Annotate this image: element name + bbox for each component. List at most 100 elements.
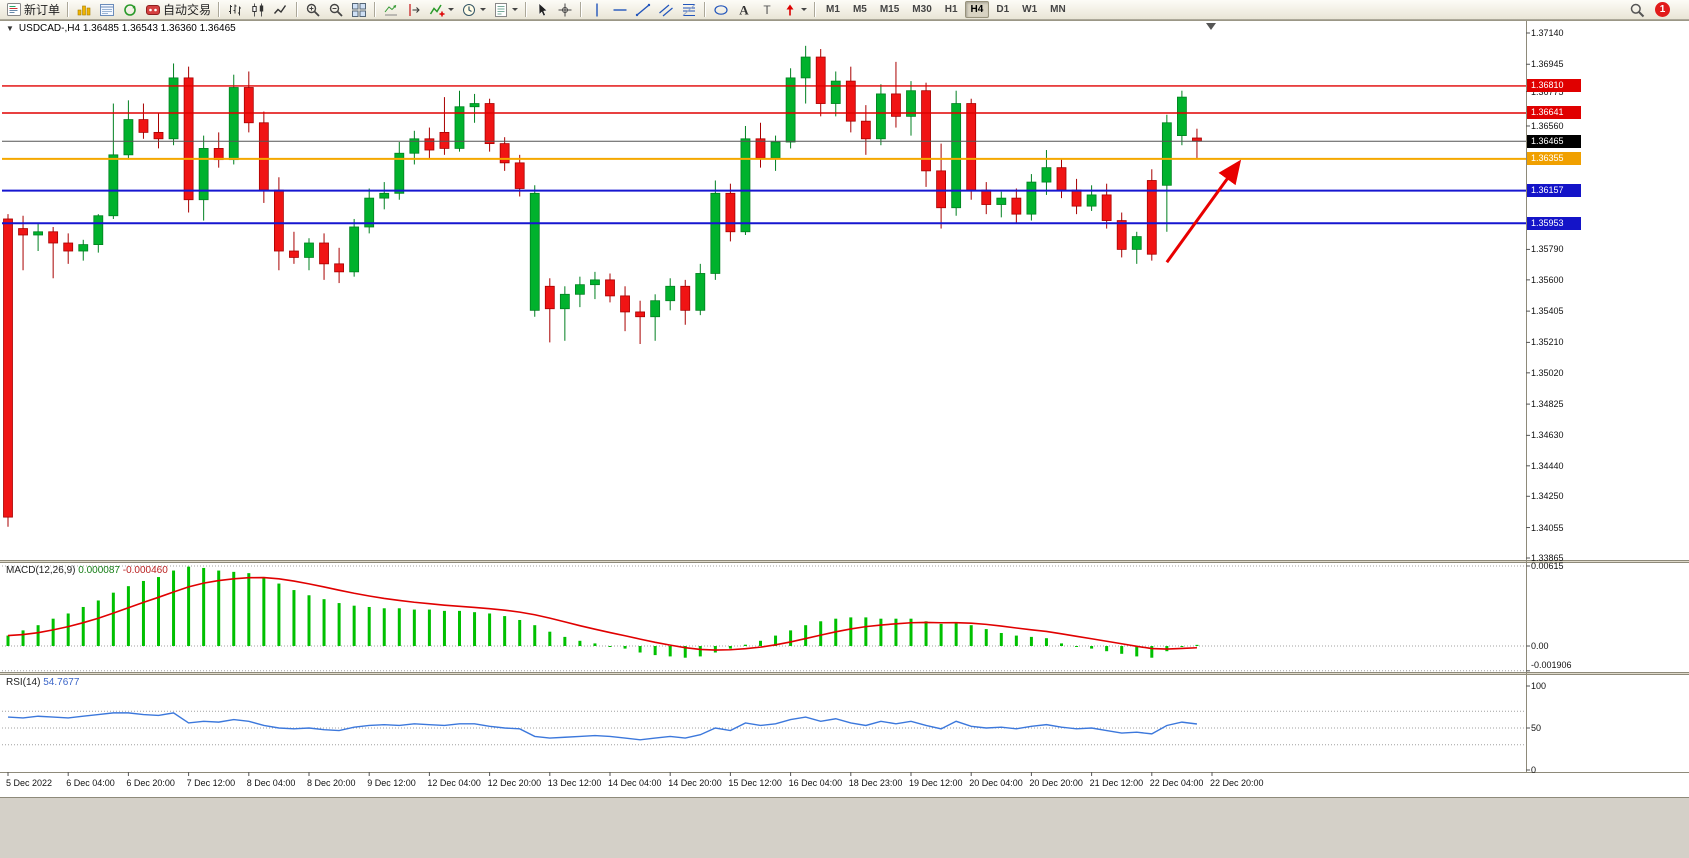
- trendline-tool-button[interactable]: [632, 0, 654, 20]
- auto-scroll-button[interactable]: [380, 0, 402, 20]
- candle: [153, 113, 164, 149]
- toolbar-separator: [704, 2, 707, 17]
- arrow-marker-icon: [782, 2, 798, 18]
- candlestick-mode-button[interactable]: [247, 0, 269, 20]
- refresh-button[interactable]: [119, 0, 141, 20]
- trend-arrow-object[interactable]: [1165, 159, 1242, 264]
- chart-shift-button[interactable]: [403, 0, 425, 20]
- bar-chart-mode-button[interactable]: [224, 0, 246, 20]
- candle: [304, 238, 314, 271]
- candle: [78, 239, 89, 261]
- candle: [1146, 169, 1157, 261]
- one-click-trading-toggle[interactable]: ▼: [6, 24, 14, 33]
- candle: [1026, 174, 1037, 221]
- new-order-icon: [6, 2, 22, 18]
- timeframe-button-m1[interactable]: M1: [826, 4, 840, 15]
- candle: [996, 191, 1007, 218]
- candle: [620, 286, 630, 332]
- cursor-tool-button[interactable]: [531, 0, 553, 20]
- timeframe-button-m30[interactable]: M30: [912, 4, 932, 15]
- zoom-out-button[interactable]: [325, 0, 347, 20]
- candlestick-series: [3, 45, 1202, 527]
- channel-tool-button[interactable]: [655, 0, 677, 20]
- shapes-tool-button[interactable]: [710, 0, 732, 20]
- dropdown-arrow-icon[interactable]: [448, 8, 455, 11]
- toolbar-separator: [296, 2, 299, 17]
- autotrading-button[interactable]: 自动交易: [142, 0, 214, 20]
- candle: [1056, 158, 1067, 199]
- tile-windows-button[interactable]: [348, 0, 370, 20]
- notification-badge[interactable]: 1: [1655, 2, 1670, 17]
- new-order-button[interactable]: 新订单: [3, 0, 63, 20]
- search-button[interactable]: [1626, 0, 1648, 20]
- periods-button[interactable]: [458, 0, 489, 20]
- candle: [1086, 185, 1097, 211]
- fibonacci-tool-button[interactable]: [678, 0, 700, 20]
- indicators-list-button[interactable]: [426, 0, 457, 20]
- timeframe-button-w1[interactable]: W1: [1022, 4, 1038, 15]
- candle: [258, 111, 269, 203]
- charts-window-button[interactable]: [73, 0, 95, 20]
- timeframe-button-mn[interactable]: MN: [1050, 4, 1066, 15]
- zoom-in-button[interactable]: [302, 0, 324, 20]
- chart-columns-icon: [76, 2, 92, 18]
- dropdown-arrow-icon[interactable]: [512, 8, 519, 11]
- horizontal-line-tool-button[interactable]: [609, 0, 631, 20]
- candle: [1071, 178, 1082, 215]
- candle: [108, 103, 119, 219]
- text-a-icon: A: [736, 2, 752, 18]
- timeframe-button-m5[interactable]: M5: [852, 4, 867, 15]
- candle: [364, 188, 375, 234]
- candle: [815, 49, 826, 117]
- price-axis[interactable]: [1526, 20, 1689, 772]
- rsi-line: [7, 712, 1198, 741]
- time-axis[interactable]: [0, 772, 1689, 797]
- dropdown-arrow-icon[interactable]: [801, 8, 808, 11]
- candlesticks-icon: [250, 2, 266, 18]
- candle: [921, 82, 931, 187]
- new-order-label: 新订单: [24, 3, 61, 17]
- chart-shift-marker[interactable]: [1206, 23, 1216, 30]
- candle: [891, 61, 901, 128]
- crosshair-icon: [557, 2, 573, 18]
- channel-icon: [658, 2, 674, 18]
- arrows-tool-button[interactable]: [779, 0, 810, 20]
- dropdown-arrow-icon[interactable]: [480, 8, 487, 11]
- crosshair-tool-button[interactable]: [554, 0, 576, 20]
- candle: [605, 273, 615, 303]
- list-window-icon: [99, 2, 115, 18]
- candle: [785, 68, 796, 149]
- chart-canvas[interactable]: [0, 20, 1689, 797]
- templates-button[interactable]: [490, 0, 521, 20]
- candle: [213, 132, 224, 168]
- timeframe-button-d1[interactable]: D1: [996, 4, 1010, 15]
- candle: [168, 63, 179, 146]
- label-tool-button[interactable]: T: [756, 0, 778, 20]
- candle: [635, 300, 645, 344]
- line-chart-mode-button[interactable]: [270, 0, 292, 20]
- clock-icon: [461, 2, 477, 18]
- candle: [289, 231, 299, 264]
- rsi-value: 54.7677: [43, 677, 80, 688]
- svg-text:T: T: [763, 3, 771, 17]
- timeframe-button-m15[interactable]: M15: [879, 4, 900, 15]
- candle: [650, 294, 661, 341]
- macd-main-value: 0.000087: [78, 565, 120, 576]
- candle: [484, 98, 495, 152]
- tile-windows-icon: [351, 2, 367, 18]
- timeframe-button-h4[interactable]: H4: [964, 1, 990, 18]
- candle: [725, 183, 736, 242]
- timeframe-button-h1[interactable]: H1: [944, 4, 958, 15]
- candle: [876, 84, 886, 146]
- market-watch-button[interactable]: [96, 0, 118, 20]
- vertical-line-tool-button[interactable]: [586, 0, 608, 20]
- svg-text:A: A: [739, 2, 749, 17]
- text-tool-button[interactable]: A: [733, 0, 755, 20]
- candle: [334, 247, 345, 284]
- candle: [1131, 231, 1142, 264]
- macd-histogram: [6, 566, 1199, 658]
- ellipse-icon: [713, 2, 729, 18]
- candle: [1192, 128, 1202, 159]
- autotrading-label: 自动交易: [163, 3, 212, 17]
- candle: [183, 66, 194, 213]
